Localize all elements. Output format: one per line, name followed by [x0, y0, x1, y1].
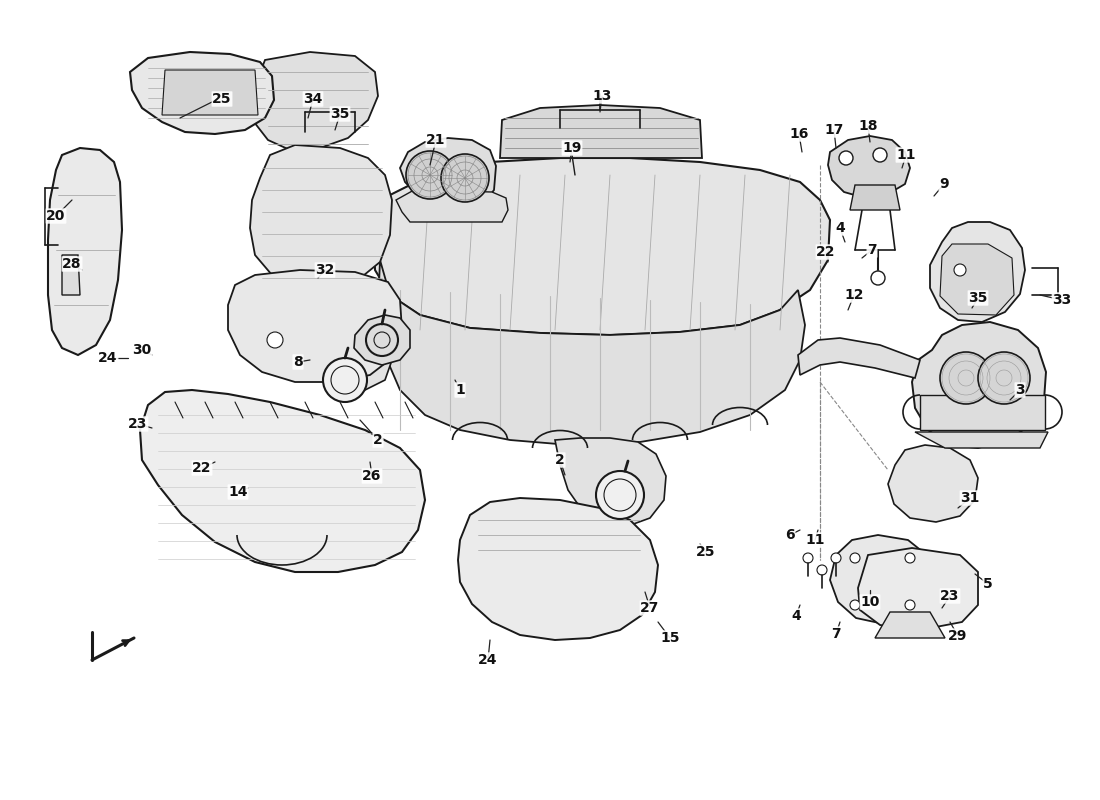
Text: 2: 2 [556, 453, 565, 467]
Circle shape [954, 264, 966, 276]
Text: 28: 28 [63, 257, 81, 271]
Text: 4: 4 [835, 221, 845, 235]
Polygon shape [48, 148, 122, 355]
Text: 34: 34 [304, 92, 322, 106]
Text: 25: 25 [212, 92, 232, 106]
Text: 11: 11 [896, 148, 915, 162]
Text: 15: 15 [660, 631, 680, 645]
Text: 24: 24 [98, 351, 118, 365]
Polygon shape [162, 70, 258, 115]
Text: 7: 7 [867, 243, 877, 257]
Text: 10: 10 [860, 595, 880, 609]
Polygon shape [828, 136, 910, 198]
Polygon shape [858, 548, 978, 630]
Text: 22: 22 [816, 245, 836, 259]
Text: 3: 3 [1015, 383, 1025, 397]
Polygon shape [130, 52, 274, 134]
Circle shape [830, 553, 842, 563]
Polygon shape [354, 315, 410, 365]
Circle shape [905, 553, 915, 563]
Circle shape [873, 148, 887, 162]
Polygon shape [396, 190, 508, 222]
Text: 9: 9 [939, 177, 949, 191]
Polygon shape [400, 138, 496, 210]
Text: 4: 4 [791, 609, 801, 623]
Polygon shape [458, 498, 658, 640]
Text: 32: 32 [316, 263, 334, 277]
Polygon shape [830, 535, 935, 624]
Text: 23: 23 [940, 589, 959, 603]
Circle shape [267, 332, 283, 348]
Text: 35: 35 [330, 107, 350, 121]
Circle shape [441, 154, 490, 202]
Text: 7: 7 [832, 627, 840, 641]
Circle shape [839, 151, 853, 165]
Circle shape [850, 553, 860, 563]
Text: 17: 17 [824, 123, 844, 137]
Circle shape [323, 358, 367, 402]
Polygon shape [915, 432, 1048, 448]
Text: 25: 25 [696, 545, 716, 559]
Text: 24: 24 [478, 653, 497, 667]
Polygon shape [250, 145, 392, 290]
Polygon shape [62, 255, 80, 295]
Polygon shape [912, 322, 1046, 448]
Circle shape [406, 151, 454, 199]
Text: 31: 31 [960, 491, 980, 505]
Polygon shape [888, 445, 978, 522]
Polygon shape [920, 395, 1045, 430]
Polygon shape [228, 270, 402, 382]
Text: 11: 11 [805, 533, 825, 547]
Text: 33: 33 [1053, 293, 1071, 307]
Polygon shape [940, 244, 1014, 315]
Text: 27: 27 [640, 601, 660, 615]
Polygon shape [930, 222, 1025, 322]
Polygon shape [378, 260, 805, 445]
Text: 22: 22 [192, 461, 211, 475]
Text: 12: 12 [845, 288, 864, 302]
Text: 29: 29 [948, 629, 968, 643]
Polygon shape [310, 290, 392, 390]
Circle shape [817, 565, 827, 575]
Polygon shape [850, 185, 900, 210]
Text: 35: 35 [968, 291, 988, 305]
Text: 13: 13 [592, 89, 612, 103]
Circle shape [871, 271, 886, 285]
Text: 19: 19 [562, 141, 582, 155]
Polygon shape [556, 438, 666, 526]
Circle shape [803, 553, 813, 563]
Text: 20: 20 [46, 209, 66, 223]
Text: 21: 21 [427, 133, 446, 147]
Text: 2: 2 [373, 433, 383, 447]
Circle shape [978, 352, 1030, 404]
Text: 8: 8 [293, 355, 303, 369]
Text: 14: 14 [229, 485, 248, 499]
Polygon shape [798, 338, 920, 378]
Text: 23: 23 [129, 417, 147, 431]
Text: 26: 26 [362, 469, 382, 483]
Text: 16: 16 [790, 127, 808, 141]
Text: 1: 1 [455, 383, 465, 397]
Circle shape [940, 352, 992, 404]
Circle shape [905, 600, 915, 610]
Text: 6: 6 [785, 528, 795, 542]
Text: 30: 30 [132, 343, 152, 357]
Text: 18: 18 [858, 119, 878, 133]
Polygon shape [874, 612, 945, 638]
Polygon shape [500, 105, 702, 158]
Text: 5: 5 [983, 577, 993, 591]
Polygon shape [140, 390, 425, 572]
Circle shape [596, 471, 644, 519]
Circle shape [850, 600, 860, 610]
Polygon shape [374, 158, 830, 335]
Polygon shape [252, 52, 378, 150]
Circle shape [358, 330, 373, 346]
